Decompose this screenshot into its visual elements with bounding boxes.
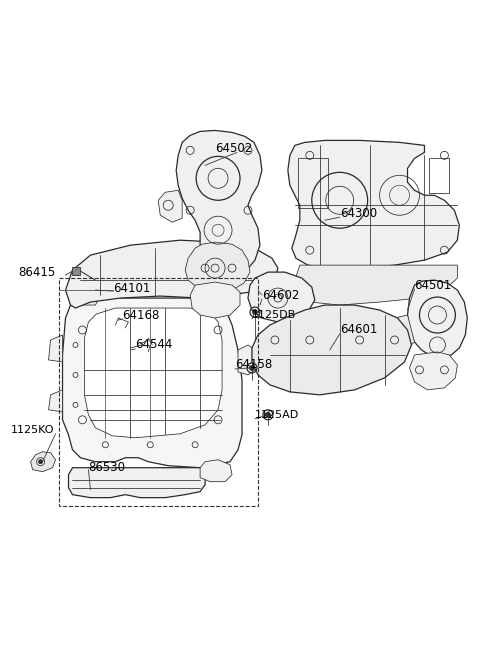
Text: 64502: 64502 (215, 142, 252, 155)
Polygon shape (200, 460, 232, 482)
Polygon shape (238, 345, 255, 375)
Polygon shape (48, 390, 62, 412)
Text: 64300: 64300 (340, 207, 377, 220)
Bar (298, 158, 328, 208)
Circle shape (250, 365, 254, 371)
Polygon shape (69, 468, 205, 498)
Circle shape (265, 413, 270, 417)
Polygon shape (84, 308, 222, 438)
Polygon shape (190, 282, 240, 318)
Circle shape (252, 310, 257, 314)
Polygon shape (295, 265, 457, 305)
Text: 64544: 64544 (135, 338, 173, 352)
Polygon shape (176, 131, 262, 278)
Text: 64501: 64501 (415, 279, 452, 291)
Polygon shape (62, 298, 242, 468)
Polygon shape (409, 352, 457, 390)
Text: 64158: 64158 (235, 358, 272, 371)
Polygon shape (69, 285, 100, 305)
Text: 86415: 86415 (19, 266, 56, 279)
Text: 1125DB: 1125DB (252, 310, 296, 320)
Polygon shape (408, 280, 468, 358)
Polygon shape (288, 140, 459, 268)
Circle shape (38, 460, 43, 464)
Polygon shape (390, 315, 415, 348)
Text: 64101: 64101 (113, 281, 151, 295)
Polygon shape (31, 452, 56, 472)
Text: 64168: 64168 (122, 308, 160, 321)
Text: 64601: 64601 (340, 323, 377, 337)
Polygon shape (48, 335, 62, 362)
Bar (59, 278, 258, 506)
Polygon shape (65, 240, 278, 308)
Bar (72, 267, 81, 275)
Bar (430, 158, 449, 194)
Polygon shape (248, 272, 315, 322)
Text: 1125AD: 1125AD (255, 410, 299, 420)
Polygon shape (158, 190, 182, 222)
Text: 1125KO: 1125KO (11, 425, 54, 435)
Text: 86530: 86530 (88, 461, 125, 474)
Polygon shape (252, 305, 411, 395)
Text: 64602: 64602 (262, 289, 300, 302)
Polygon shape (185, 242, 250, 292)
